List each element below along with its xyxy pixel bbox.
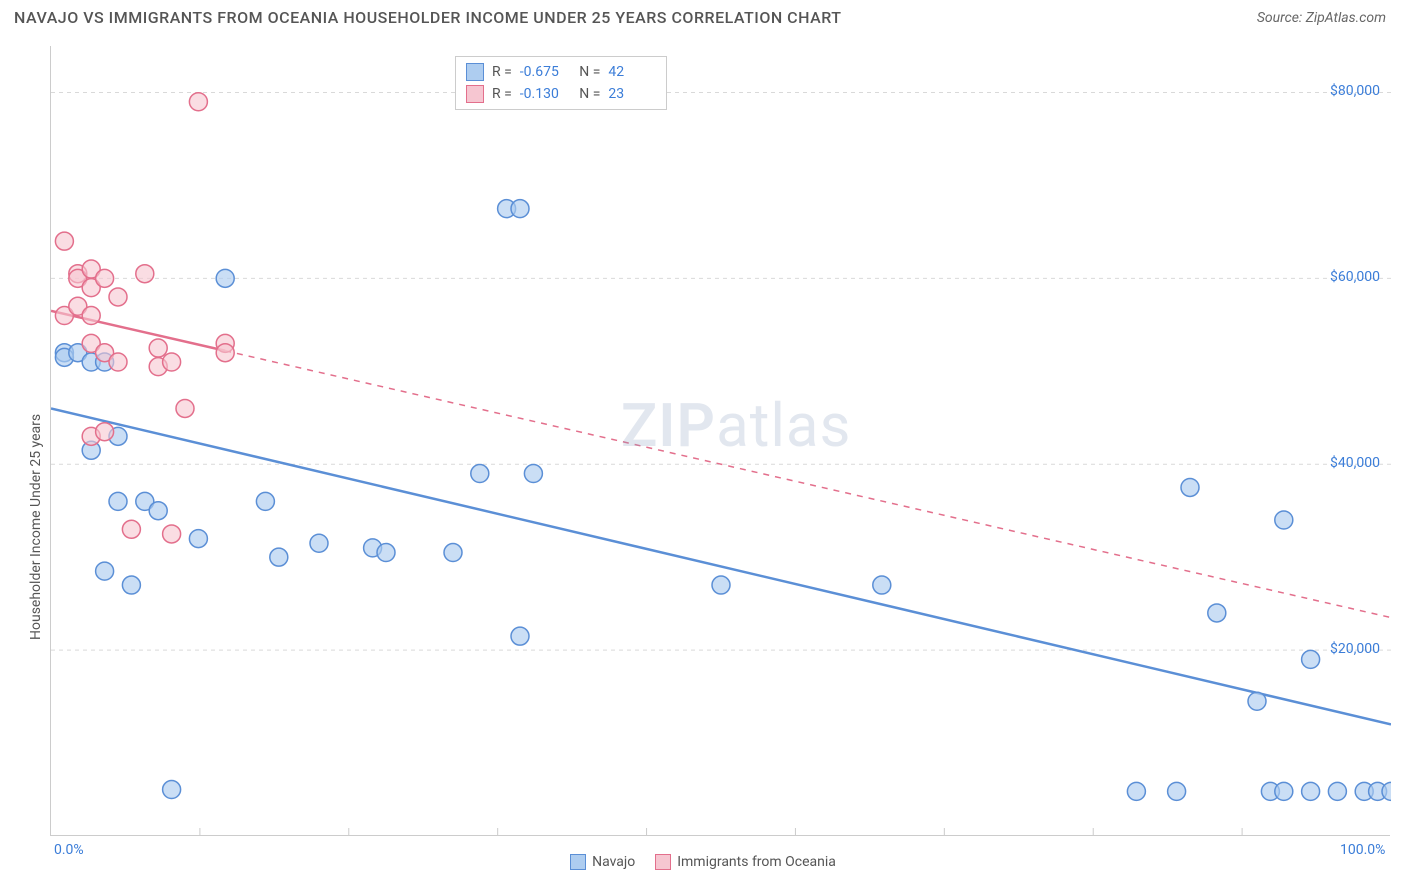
correlation-row: R = -0.675 N = 42 (466, 61, 656, 83)
legend-item: Immigrants from Oceania (655, 840, 836, 884)
correlation-row: R = -0.130 N = 23 (466, 83, 656, 105)
r-value: -0.675 (520, 64, 568, 80)
y-axis-label: Householder Income Under 25 years (28, 414, 44, 640)
series-legend: Navajo Immigrants from Oceania (0, 840, 1406, 884)
legend-swatch (466, 63, 484, 81)
n-value: 42 (608, 64, 656, 80)
legend-swatch (570, 854, 586, 870)
n-value: 23 (608, 86, 656, 102)
chart-title: NAVAJO VS IMMIGRANTS FROM OCEANIA HOUSEH… (14, 8, 842, 27)
chart-container: NAVAJO VS IMMIGRANTS FROM OCEANIA HOUSEH… (0, 0, 1406, 892)
y-tick-label: $40,000 (1310, 455, 1380, 471)
n-label: N = (576, 86, 601, 102)
y-tick-label: $20,000 (1310, 641, 1380, 657)
legend-swatch (655, 854, 671, 870)
r-label: R = (492, 64, 512, 80)
n-label: N = (576, 64, 601, 80)
legend-label: Immigrants from Oceania (677, 854, 836, 870)
y-tick-label: $80,000 (1310, 83, 1380, 99)
correlation-legend: R = -0.675 N = 42 R = -0.130 N = 23 (455, 56, 667, 110)
r-value: -0.130 (520, 86, 568, 102)
legend-label: Navajo (592, 854, 635, 870)
plot-area: ZIPatlas R = -0.675 N = 42 R = -0.130 N … (50, 46, 1390, 836)
source-label: Source: ZipAtlas.com (1257, 10, 1386, 26)
title-bar: NAVAJO VS IMMIGRANTS FROM OCEANIA HOUSEH… (0, 0, 1406, 31)
y-tick-label: $60,000 (1310, 269, 1380, 285)
r-label: R = (492, 86, 512, 102)
plot-svg (51, 46, 1391, 836)
legend-item: Navajo (570, 840, 635, 884)
legend-swatch (466, 85, 484, 103)
